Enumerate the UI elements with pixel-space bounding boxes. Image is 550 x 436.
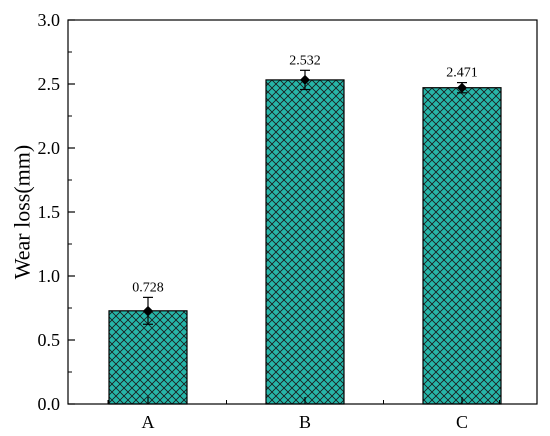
mean-marker <box>457 82 467 93</box>
y-tick-label: 3.0 <box>38 10 61 30</box>
x-tick-label: C <box>456 412 468 432</box>
x-tick-label: A <box>142 412 155 432</box>
y-tick-label: 0.5 <box>38 330 61 350</box>
mean-marker <box>300 74 310 85</box>
x-ticks-group: A B C <box>107 397 500 432</box>
bar-value-label: 0.728 <box>132 280 164 295</box>
bar <box>265 79 345 405</box>
y-tick-label: 1.5 <box>38 202 61 222</box>
bar-value-label: 2.532 <box>289 53 321 68</box>
bar-value-label: 2.471 <box>446 66 478 81</box>
bar <box>108 310 188 405</box>
bars-group <box>108 79 502 405</box>
data-labels-group: 0.728 2.532 2.471 <box>132 53 478 295</box>
y-ticks-group: 0.0 0.5 1.0 1.5 2.0 2.5 3.0 <box>38 10 75 414</box>
y-axis-label: Wear loss(mm) <box>10 145 35 279</box>
mean-marker <box>143 305 153 316</box>
error-bars-group <box>143 69 467 325</box>
bar <box>422 87 502 405</box>
y-tick-label: 1.0 <box>38 266 61 286</box>
y-tick-label: 0.0 <box>38 394 61 414</box>
y-tick-label: 2.5 <box>38 74 61 94</box>
y-tick-label: 2.0 <box>38 138 61 158</box>
x-tick-label: B <box>299 412 311 432</box>
